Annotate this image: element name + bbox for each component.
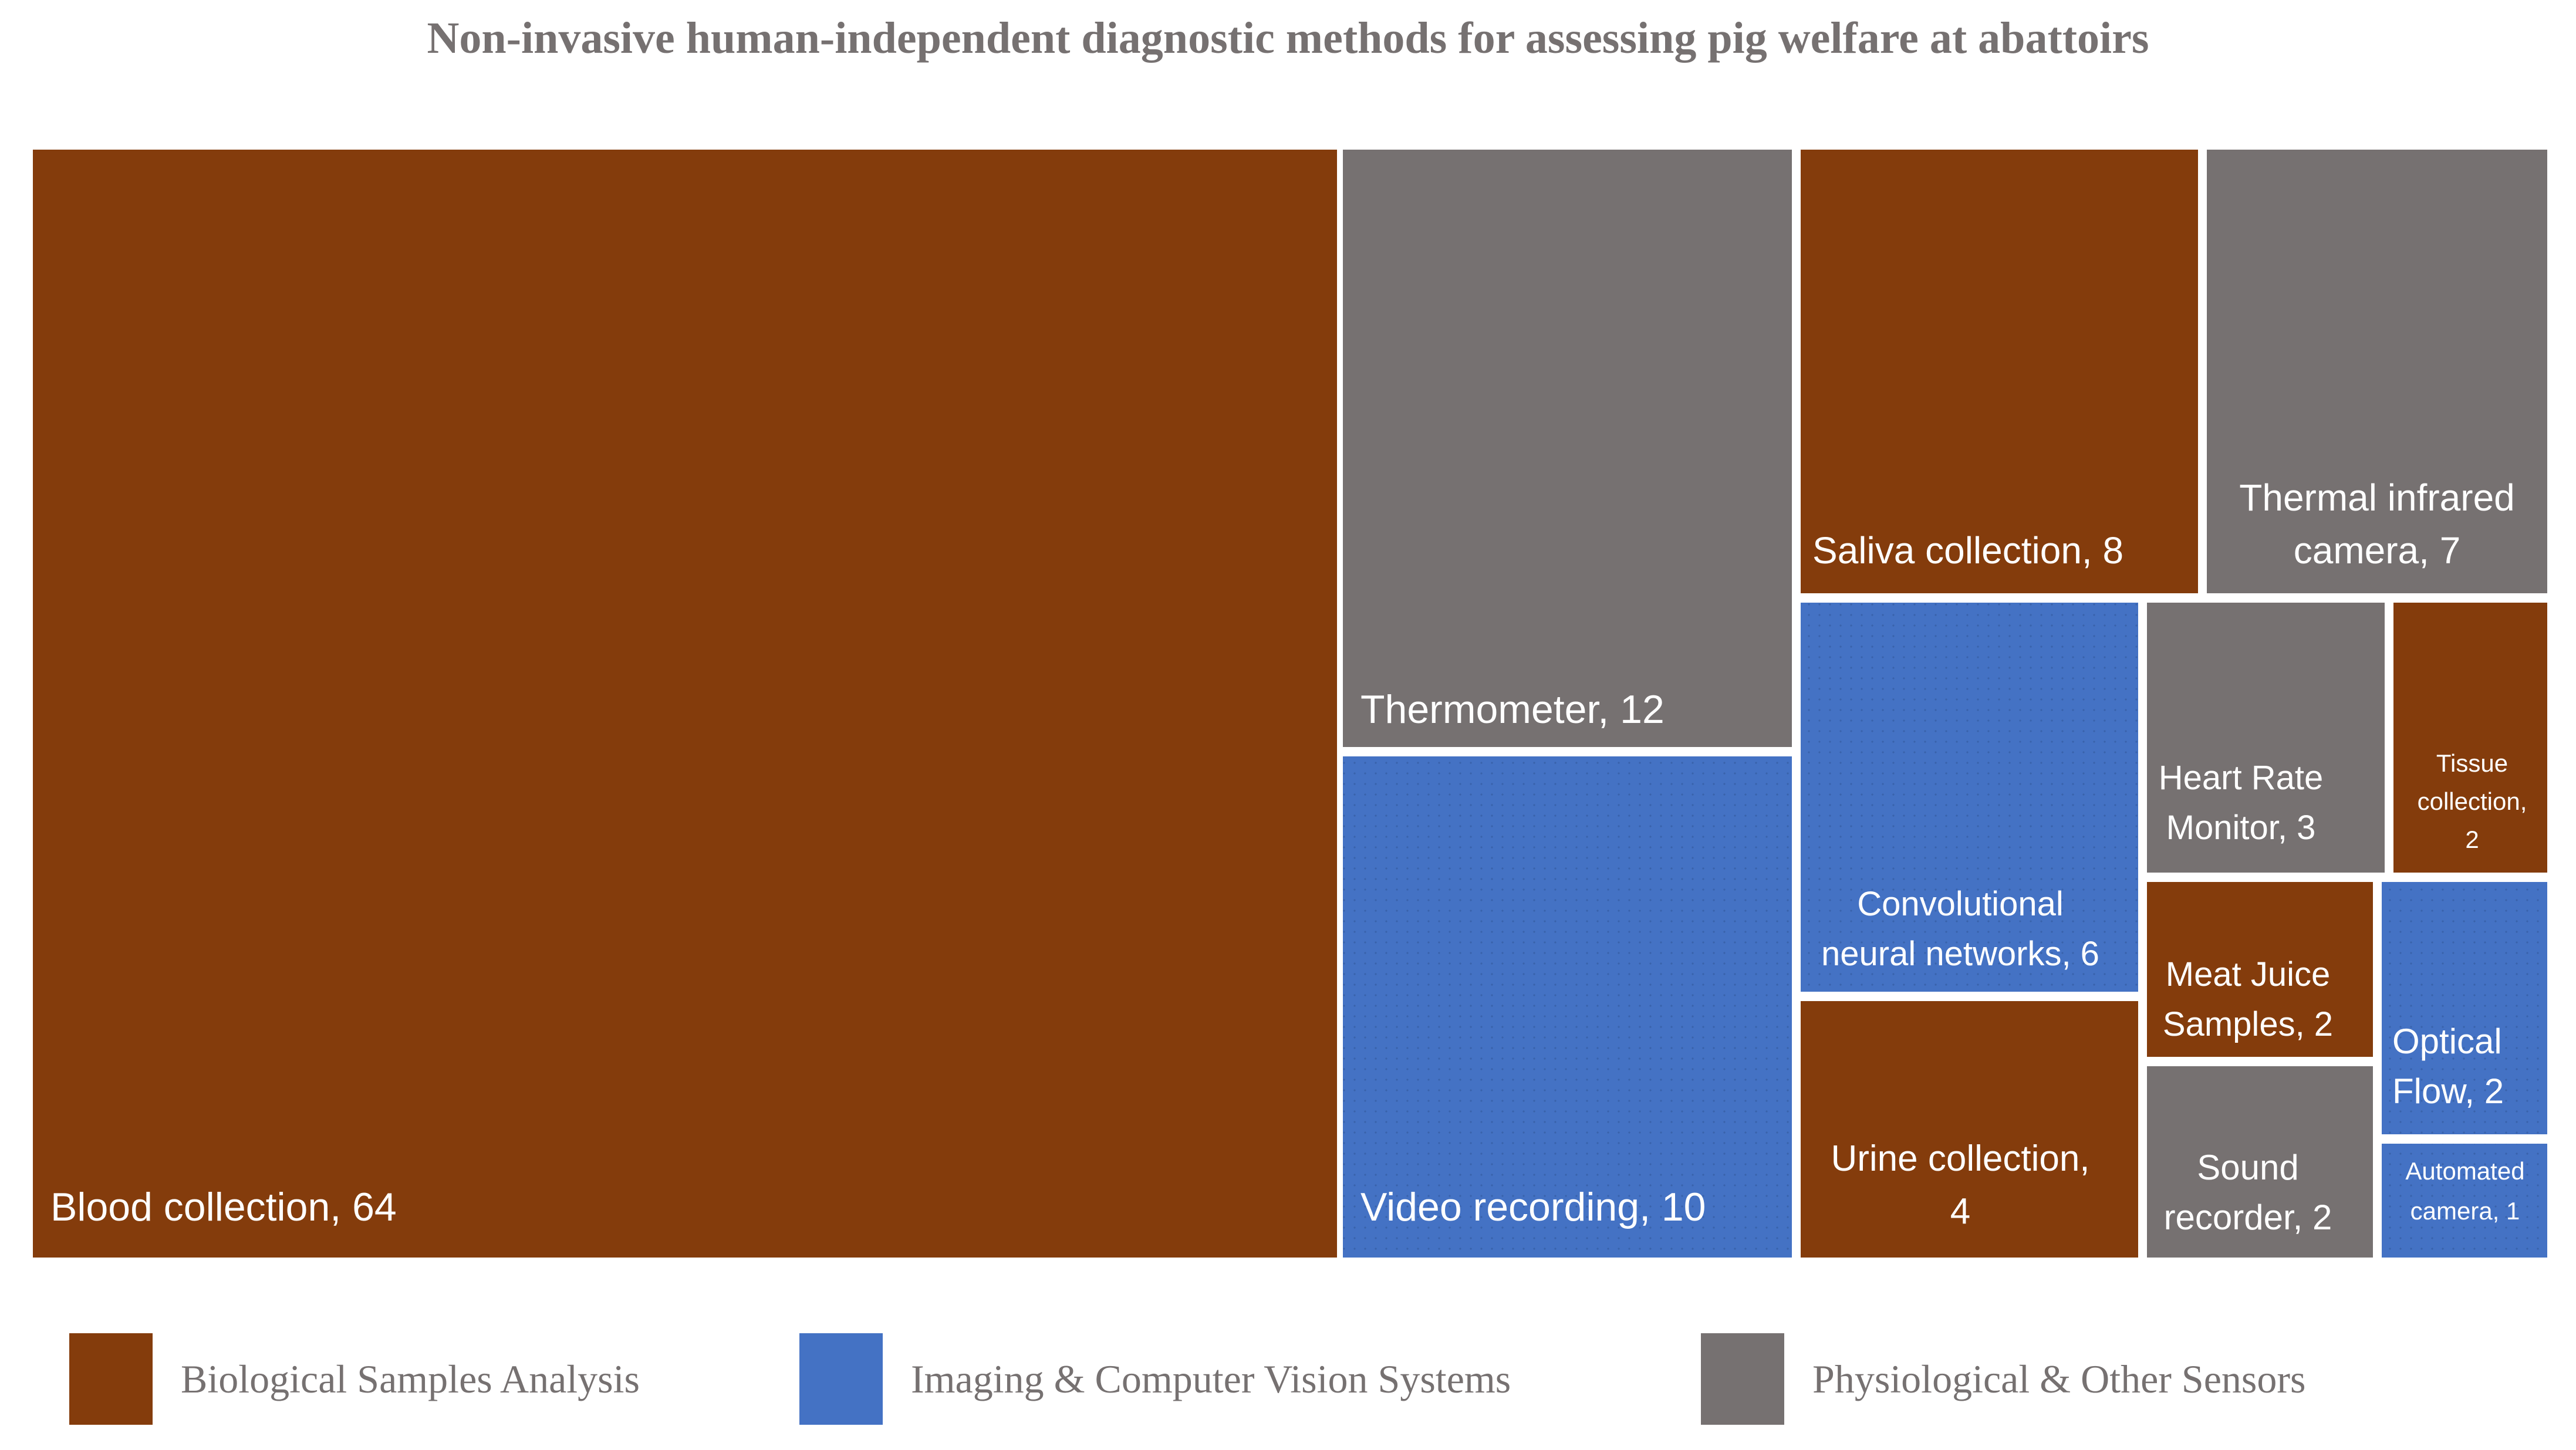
tile-rect-meat-juice-samples (2147, 882, 2373, 1057)
tile-label-sound-recorder: Sound recorder, 2 (2164, 1148, 2332, 1237)
tile-rect-sound-recorder (2147, 1066, 2373, 1258)
legend-swatch-sensors (1701, 1333, 1784, 1425)
tile-label-meat-juice-samples: Meat Juice Samples, 2 (2163, 955, 2333, 1043)
tile-rect-urine-collection (1801, 1001, 2138, 1258)
tile-texture-convolutional-neural-networks (1801, 603, 2138, 992)
tile-sound-recorder: Sound recorder, 2 (2147, 1066, 2373, 1258)
legend-item-imaging: Imaging & Computer Vision Systems (799, 1332, 1511, 1426)
tile-urine-collection: Urine collection, 4 (1801, 1001, 2138, 1258)
tile-meat-juice-samples: Meat Juice Samples, 2 (2147, 882, 2373, 1057)
tile-texture-automated-camera (2382, 1144, 2547, 1258)
tile-label-thermometer: Thermometer, 12 (1360, 687, 1665, 732)
tile-rect-thermal-infrared-camera (2207, 150, 2547, 593)
tile-convolutional-neural-networks: Convolutional neural networks, 6 (1801, 603, 2138, 992)
tile-label-automated-camera: Automated camera, 1 (2405, 1157, 2524, 1225)
legend-label-sensors: Physiological & Other Sensors (1812, 1356, 2306, 1401)
tile-rect-thermometer (1343, 150, 1792, 747)
legend-swatch-imaging (799, 1333, 883, 1425)
tile-thermometer: Thermometer, 12 (1343, 150, 1792, 747)
tile-label-heart-rate-monitor: Heart Rate Monitor, 3 (2159, 759, 2323, 847)
tile-rect-saliva-collection (1801, 150, 2198, 593)
tile-label-saliva-collection: Saliva collection, 8 (1812, 529, 2123, 572)
legend-item-biological: Biological Samples Analysis (69, 1332, 640, 1426)
legend-swatch-biological (69, 1333, 153, 1425)
tile-thermal-infrared-camera: Thermal infrared camera, 7 (2207, 150, 2547, 593)
tile-label-urine-collection: Urine collection, 4 (1831, 1138, 2089, 1232)
tile-automated-camera: Automated camera, 1 (2382, 1144, 2547, 1258)
legend-item-sensors: Physiological & Other Sensors (1701, 1332, 2306, 1426)
tile-blood-collection: Blood collection, 64 (33, 150, 1337, 1258)
tile-rect-blood-collection (33, 150, 1337, 1258)
tile-optical-flow: Optical Flow, 2 (2382, 882, 2547, 1134)
tile-label-blood-collection: Blood collection, 64 (50, 1185, 397, 1229)
legend-label-imaging: Imaging & Computer Vision Systems (911, 1356, 1511, 1401)
legend-label-biological: Biological Samples Analysis (181, 1356, 640, 1401)
chart-title: Non-invasive human-independent diagnosti… (427, 13, 2149, 63)
tile-rect-tissue-collection (2393, 603, 2547, 873)
tile-heart-rate-monitor: Heart Rate Monitor, 3 (2147, 603, 2385, 873)
tile-texture-optical-flow (2382, 882, 2547, 1134)
tile-saliva-collection: Saliva collection, 8 (1801, 150, 2198, 593)
tile-texture-video-recording (1343, 756, 1792, 1258)
tile-label-optical-flow: Optical Flow, 2 (2392, 1022, 2504, 1111)
tile-label-video-recording: Video recording, 10 (1360, 1185, 1706, 1229)
tile-rect-heart-rate-monitor (2147, 603, 2385, 873)
tile-label-tissue-collection: Tissue collection, 2 (2418, 749, 2527, 853)
tile-video-recording: Video recording, 10 (1343, 756, 1792, 1258)
tile-tissue-collection: Tissue collection, 2 (2393, 603, 2547, 873)
tile-label-convolutional-neural-networks: Convolutional neural networks, 6 (1821, 885, 2099, 973)
tile-label-thermal-infrared-camera: Thermal infrared camera, 7 (2239, 476, 2515, 572)
